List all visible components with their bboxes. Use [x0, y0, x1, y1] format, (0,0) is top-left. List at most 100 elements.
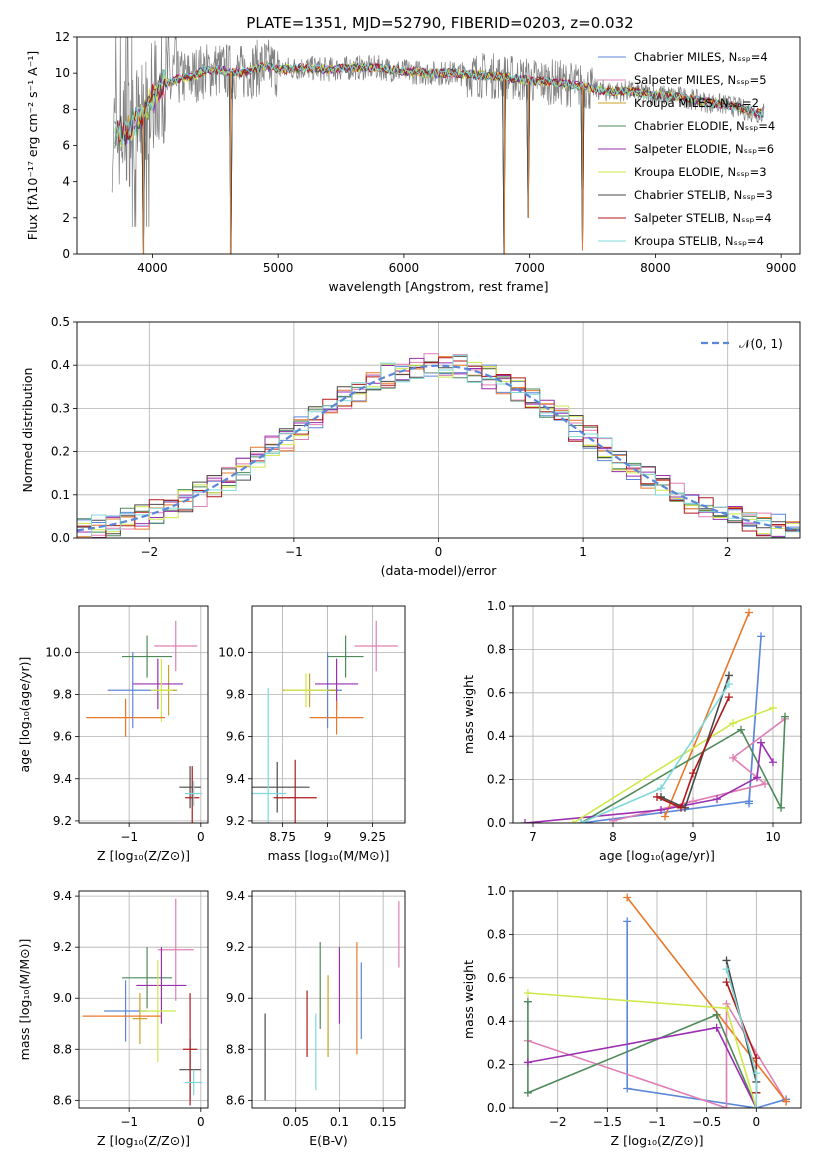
x-axis-label: Z [log₁₀(Z/Z⊙)]: [97, 848, 190, 863]
axes-frame: [78, 605, 209, 824]
mass-vs-EBV-panel: 0.05 0.1 0.15 8.6 8.8 9.0 9.2 9.4 E(B-V): [226, 889, 406, 1148]
x-tick-label: 9.25: [359, 830, 386, 844]
y-tick-label: 9.8: [53, 687, 72, 701]
y-tick-label: 0.0: [487, 816, 506, 830]
y-tick-label: 0.2: [51, 445, 70, 459]
massweight-line: [527, 1026, 758, 1108]
y-axis-label: Normed distribution: [20, 368, 35, 493]
y-axis-label: mass weight: [461, 960, 476, 1039]
y-tick-label: 0.4: [487, 729, 506, 743]
massweight-marker: [712, 1010, 721, 1019]
y-tick-label: 9.4: [53, 772, 72, 786]
y-tick-label: 0.2: [487, 1058, 506, 1072]
massweight-marker: [769, 703, 777, 712]
y-axis-label: Flux [fλ10⁻¹⁷ erg cm⁻² s⁻¹ A⁻¹]: [25, 51, 40, 240]
y-tick-label: 4: [62, 175, 70, 189]
massweight-line: [527, 1001, 758, 1108]
normal-curve: [77, 364, 800, 532]
axes-frame: [251, 890, 406, 1109]
massweight-marker: [752, 1054, 761, 1063]
massweight-marker: [523, 1088, 532, 1097]
data-spectrum-line: [111, 37, 765, 227]
mass-vs-Z-plot-area: [82, 898, 203, 1106]
massweight-marker: [677, 803, 685, 812]
massweight-marker: [725, 680, 733, 689]
y-axis-label: age [log₁₀(age/yr)]: [17, 657, 32, 773]
y-tick-label: 0.1: [51, 488, 70, 502]
massweight-vs-Z-panel: −2 −1.5 −1 −0.5 0 0.0 0.2 0.4 0.6 0.8 1.0 Z [log₁₀(…: [461, 884, 802, 1148]
massweight-line: [524, 740, 774, 823]
massweight-vs-age-panel: 7 8 9 10 0.0 0.2 0.4 0.6 0.8 1.0 age [log₁₀(age/yr…: [461, 599, 802, 863]
y-tick-label: 9.2: [53, 940, 72, 954]
massweight-marker: [745, 608, 753, 617]
y-tick-label: 1.0: [487, 884, 506, 898]
massweight-marker: [722, 1104, 731, 1108]
x-tick-label: 9: [689, 830, 697, 844]
massweight-marker: [689, 769, 697, 778]
y-axis-label: mass weight: [461, 675, 476, 754]
y-tick-label: 0.4: [51, 358, 70, 372]
massweight-marker: [722, 1004, 731, 1013]
massweight-line: [626, 921, 787, 1108]
massweight-line: [527, 1000, 787, 1108]
axes-frame: [512, 890, 802, 1109]
axes-frame: [76, 321, 801, 539]
axes-frame: [512, 605, 802, 824]
massweight-marker: [769, 758, 777, 767]
x-tick-label: 0: [435, 545, 443, 559]
x-axis-label: (data-model)/error: [381, 563, 498, 578]
legend-label: Chabrier MILES, Nₛₛₚ=4: [634, 50, 768, 64]
massweight-marker: [609, 816, 617, 823]
y-tick-label: 9.2: [53, 814, 72, 828]
y-tick-label: 0.2: [487, 773, 506, 787]
x-tick-label: 0: [197, 1115, 205, 1129]
y-tick-label: 12: [55, 30, 70, 44]
y-tick-label: 0.8: [487, 927, 506, 941]
axes-frame: [251, 605, 406, 824]
x-tick-label: 5000: [263, 261, 294, 275]
massweight-line: [580, 636, 762, 823]
x-tick-label: 7: [529, 830, 537, 844]
legend-label: Chabrier ELODIE, Nₛₛₚ=4: [634, 119, 775, 133]
massweight-line: [656, 696, 730, 809]
y-tick-label: 0.6: [487, 686, 506, 700]
legend-label: 𝒩(0, 1): [739, 337, 783, 351]
x-tick-label: −0.5: [692, 1115, 721, 1129]
mass-vs-Z-panel: −1 0 8.6 8.8 9.0 9.2 9.4 Z [log₁₀(Z/Z⊙)] mass [l…: [17, 889, 209, 1148]
massweight-marker: [729, 719, 737, 728]
plots-layer: 4000 5000 6000 7000 8000 9000024681012wavelen…: [17, 30, 802, 1148]
x-tick-label: 8000: [640, 261, 671, 275]
x-tick-label: 6000: [389, 261, 420, 275]
massweight-marker: [722, 978, 731, 987]
x-tick-label: −2: [549, 1115, 567, 1129]
massweight-marker: [737, 725, 745, 734]
x-tick-label: 8.75: [269, 830, 296, 844]
massweight-marker: [577, 819, 585, 823]
x-axis-label: E(B-V): [309, 1133, 348, 1148]
massweight-marker: [653, 792, 661, 801]
y-tick-label: 9.2: [226, 940, 245, 954]
massweight-marker: [729, 753, 737, 762]
y-tick-label: 0.5: [51, 315, 70, 329]
massweight-line: [580, 683, 730, 823]
y-tick-label: 0.0: [487, 1101, 506, 1115]
residual-histogram-panel: −2 −1 0 1 2 0.0 0.1 0.2 0.3 0.4 0.5 (data-model)/er…: [20, 315, 801, 578]
massweight-marker: [757, 632, 765, 641]
massweight-marker: [745, 799, 753, 808]
massweight-marker: [661, 812, 669, 821]
massweight-line: [626, 897, 787, 1102]
age-vs-Z-plot-area: [86, 620, 203, 823]
legend-label: Salpeter STELIB, Nₛₛₚ=4: [634, 211, 772, 225]
y-tick-label: 9.8: [226, 687, 245, 701]
y-tick-label: 8.8: [53, 1042, 72, 1056]
massweight-marker: [712, 1023, 721, 1032]
massweight-marker: [725, 671, 733, 680]
spectrum-panel: 4000 5000 6000 7000 8000 9000 0 2 4 6 8 10 12 wavelen…: [25, 30, 801, 294]
massweight-marker: [725, 693, 733, 702]
y-tick-label: 8.6: [53, 1093, 72, 1107]
axes-frame: [78, 890, 209, 1109]
massweight-marker: [753, 773, 761, 782]
y-tick-label: 10.0: [45, 645, 72, 659]
y-tick-label: 9.2: [226, 814, 245, 828]
massweight-marker: [752, 1069, 761, 1078]
